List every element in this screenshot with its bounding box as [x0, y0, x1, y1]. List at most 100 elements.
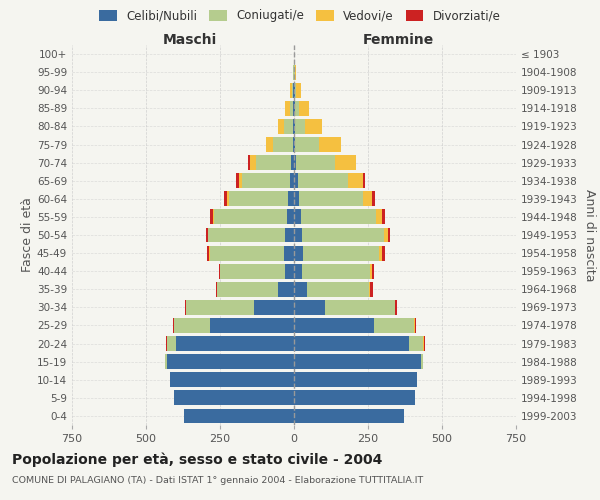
Bar	[294, 354, 421, 369]
Y-axis label: Fasce di età: Fasce di età	[21, 198, 34, 272]
Bar	[305, 119, 322, 134]
Bar	[173, 318, 174, 333]
Bar	[294, 192, 299, 206]
Bar	[295, 83, 296, 98]
Bar	[374, 318, 414, 333]
Bar	[382, 210, 385, 224]
Bar	[167, 336, 176, 351]
Bar	[423, 336, 424, 351]
Bar	[278, 282, 294, 296]
Bar	[382, 246, 385, 260]
Bar	[256, 155, 291, 170]
Bar	[376, 210, 382, 224]
Bar	[216, 282, 217, 296]
Bar	[242, 174, 290, 188]
Bar	[208, 228, 285, 242]
Bar	[372, 264, 374, 278]
Bar	[292, 83, 293, 98]
Bar	[388, 228, 391, 242]
Bar	[284, 246, 294, 260]
Bar	[209, 246, 284, 260]
Bar	[227, 192, 229, 206]
Bar	[424, 336, 425, 351]
Y-axis label: Anni di nascita: Anni di nascita	[583, 188, 596, 281]
Bar	[335, 155, 356, 170]
Bar	[184, 408, 294, 424]
Bar	[294, 210, 301, 224]
Bar	[294, 155, 296, 170]
Bar	[294, 336, 409, 351]
Bar	[372, 192, 375, 206]
Bar	[167, 354, 294, 369]
Bar	[421, 354, 423, 369]
Bar	[319, 137, 341, 152]
Bar	[186, 300, 254, 315]
Bar	[379, 246, 382, 260]
Bar	[286, 101, 290, 116]
Bar	[239, 174, 242, 188]
Bar	[176, 336, 294, 351]
Legend: Celibi/Nubili, Coniugati/e, Vedovi/e, Divorziati/e: Celibi/Nubili, Coniugati/e, Vedovi/e, Di…	[96, 6, 504, 26]
Bar	[220, 264, 285, 278]
Bar	[209, 318, 294, 333]
Bar	[295, 101, 299, 116]
Bar	[294, 390, 415, 406]
Bar	[174, 390, 294, 406]
Bar	[248, 155, 250, 170]
Bar	[287, 210, 294, 224]
Bar	[294, 408, 404, 424]
Bar	[206, 228, 208, 242]
Bar	[290, 101, 293, 116]
Bar	[299, 192, 363, 206]
Bar	[295, 137, 319, 152]
Bar	[296, 155, 335, 170]
Text: Maschi: Maschi	[163, 33, 217, 47]
Bar	[224, 192, 227, 206]
Bar	[363, 192, 372, 206]
Bar	[266, 137, 273, 152]
Bar	[278, 119, 284, 134]
Bar	[170, 372, 294, 387]
Bar	[217, 282, 278, 296]
Bar	[415, 318, 416, 333]
Bar	[304, 246, 379, 260]
Bar	[250, 155, 256, 170]
Bar	[290, 83, 292, 98]
Bar	[409, 336, 423, 351]
Bar	[288, 192, 294, 206]
Bar	[294, 64, 295, 80]
Bar	[302, 264, 370, 278]
Bar	[295, 119, 305, 134]
Bar	[298, 174, 348, 188]
Text: COMUNE DI PALAGIANO (TA) - Dati ISTAT 1° gennaio 2004 - Elaborazione TUTTITALIA.: COMUNE DI PALAGIANO (TA) - Dati ISTAT 1°…	[12, 476, 423, 485]
Bar	[370, 282, 373, 296]
Bar	[294, 372, 417, 387]
Bar	[370, 264, 372, 278]
Text: Popolazione per età, sesso e stato civile - 2004: Popolazione per età, sesso e stato civil…	[12, 452, 382, 467]
Bar	[291, 155, 294, 170]
Bar	[383, 228, 388, 242]
Bar	[294, 246, 304, 260]
Bar	[207, 246, 209, 260]
Bar	[294, 300, 325, 315]
Bar	[229, 192, 288, 206]
Bar	[254, 300, 294, 315]
Bar	[273, 137, 293, 152]
Bar	[325, 300, 395, 315]
Bar	[302, 228, 383, 242]
Bar	[285, 264, 294, 278]
Bar	[395, 300, 397, 315]
Bar	[294, 318, 374, 333]
Bar	[214, 210, 287, 224]
Bar	[285, 228, 294, 242]
Bar	[294, 228, 302, 242]
Bar	[294, 119, 295, 134]
Bar	[174, 318, 209, 333]
Bar	[414, 318, 415, 333]
Bar	[165, 354, 167, 369]
Bar	[294, 264, 302, 278]
Bar	[295, 64, 296, 80]
Bar	[299, 101, 310, 116]
Bar	[219, 264, 220, 278]
Bar	[293, 137, 294, 152]
